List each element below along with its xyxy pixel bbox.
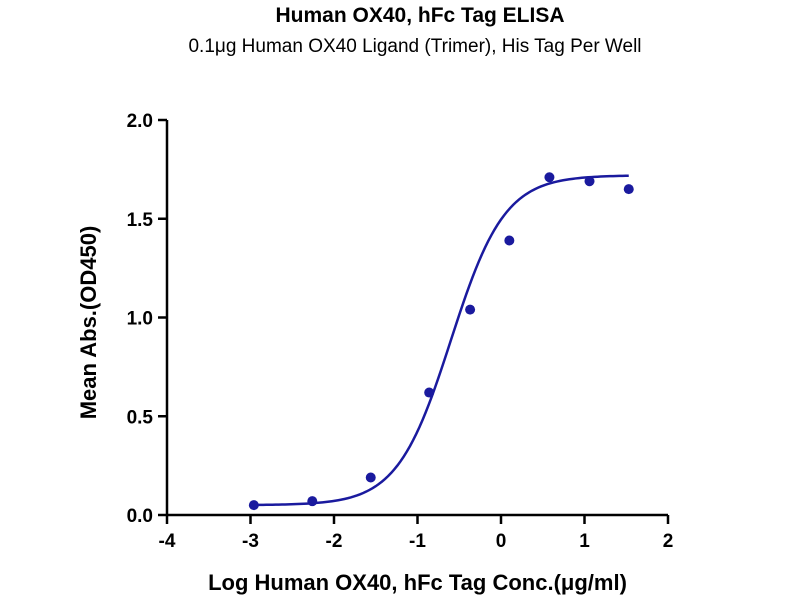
y-tick-label: 1.0 [127,309,153,330]
x-tick-label: 1 [579,531,590,552]
y-tick-label: 0.5 [127,407,154,428]
data-point [424,387,435,398]
x-tick-label: 2 [663,531,674,552]
chart-title: Human OX40, hFc Tag ELISA [275,4,565,27]
x-axis-title: Log Human OX40, hFc Tag Conc.(μg/ml) [208,570,627,595]
data-point [365,472,376,483]
data-points [248,172,634,511]
y-axis-title: Mean Abs.(OD450) [76,226,101,420]
fit-curve [253,174,629,507]
x-tick-label: -3 [242,531,259,552]
y-tick-label: 0.0 [127,506,153,527]
data-point [623,184,634,195]
y-tick-label: 2.0 [127,111,153,132]
data-point [504,235,515,246]
data-point [584,176,595,187]
y-tick-label: 1.5 [127,210,154,231]
data-point [307,496,318,507]
x-tick-label: 0 [496,531,507,552]
x-tick-label: -4 [159,531,176,552]
data-point [465,304,476,315]
ticks: -4 -3 -2 -1 0 1 2 0.0 0.5 1.0 1.5 2.0 [127,111,674,552]
chart-subtitle: 0.1μg Human OX40 Ligand (Trimer), His Ta… [188,36,642,57]
data-point [248,500,259,511]
data-point [544,172,555,183]
x-tick-label: -2 [326,531,343,552]
x-tick-label: -1 [409,531,426,552]
